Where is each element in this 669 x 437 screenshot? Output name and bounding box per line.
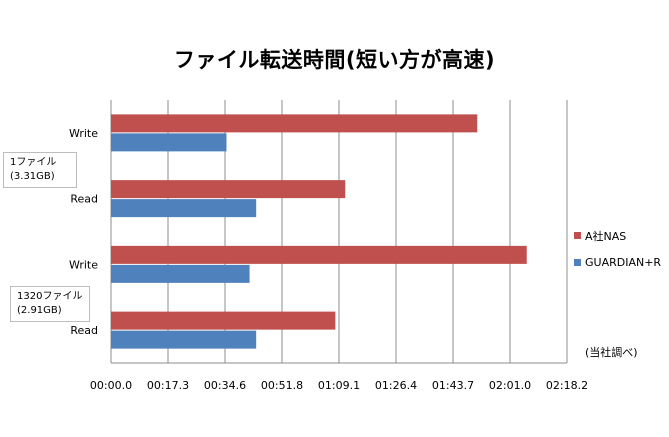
x-tick-label: 02:18.2: [546, 379, 588, 392]
x-tick-label: 01:26.4: [375, 379, 417, 392]
chart-title: ファイル転送時間(短い方が高速): [173, 48, 496, 72]
bar-a-nas-3: [111, 245, 527, 264]
legend-label-guardian: GUARDIAN+R: [585, 256, 662, 269]
group-label-2: 1320ファイル (2.91GB): [10, 286, 90, 322]
category-label: Read: [70, 193, 98, 206]
bar-guardian-1: [111, 133, 227, 152]
x-tick-label: 02:01.0: [489, 379, 531, 392]
bar-a-nas-4: [111, 311, 336, 330]
group-1-name: 1ファイル: [10, 157, 57, 168]
legend-swatch-guardian: [574, 259, 581, 266]
legend-item-guardian: GUARDIAN+R: [574, 249, 661, 276]
legend-swatch-a-nas: [574, 232, 581, 239]
group-label-1: 1ファイル (3.31GB): [3, 152, 77, 188]
x-tick-label: 00:17.3: [147, 379, 189, 392]
x-tick-label: 00:00.0: [90, 379, 132, 392]
group-2-size: (2.91GB): [17, 305, 62, 316]
bar-a-nas-1: [111, 114, 478, 133]
x-tick-label: 01:09.1: [318, 379, 360, 392]
legend-item-a-nas: A社NAS: [574, 222, 661, 249]
bar-guardian-3: [111, 264, 250, 283]
source-note: (当社調べ): [585, 346, 638, 359]
legend-label-a-nas: A社NAS: [585, 229, 627, 243]
legend: A社NAS GUARDIAN+R: [574, 222, 661, 276]
x-tick-label: 00:34.6: [204, 379, 246, 392]
category-label: Write: [69, 258, 98, 271]
x-tick-label: 01:43.7: [432, 379, 474, 392]
category-label: Read: [70, 324, 98, 337]
bar-a-nas-2: [111, 180, 346, 199]
x-tick-label: 00:51.8: [261, 379, 303, 392]
bar-guardian-2: [111, 199, 257, 218]
group-2-name: 1320ファイル: [17, 291, 83, 302]
bar-guardian-4: [111, 330, 257, 349]
group-1-size: (3.31GB): [10, 171, 55, 182]
category-label: Write: [69, 127, 98, 140]
